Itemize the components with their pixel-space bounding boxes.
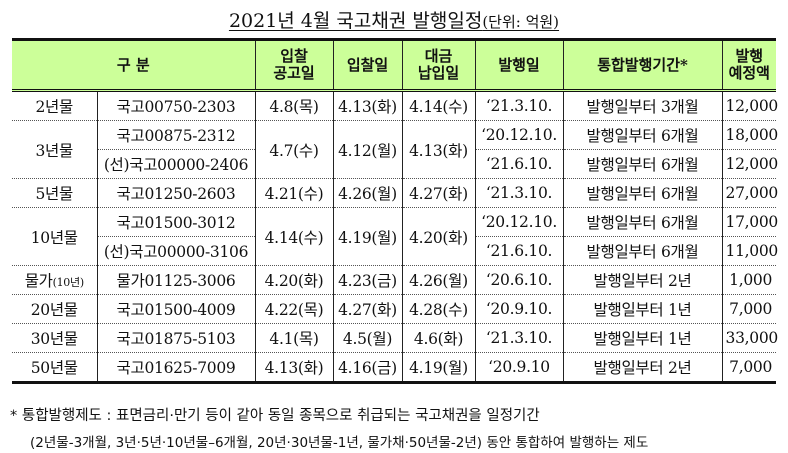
table-row: 20년물 국고01500-4009 4.22(목) 4.27(화) 4.28(수) ‘20… [12, 294, 777, 324]
term-cell: 30년물 [12, 323, 98, 353]
table-row: 3년물 국고00875-2312 4.7(수) 4.12(월) 4.13(화) ‘20.1… [12, 120, 778, 179]
payment-date-cell: 4.13(화) [401, 120, 476, 179]
issue-code-cell: 물가01125-3006 [96, 265, 256, 295]
issue-date-cell: ‘20.9.10 [474, 352, 564, 384]
issue-date-cell: ‘20.12.10. [474, 120, 564, 150]
term-cell: 20년물 [12, 294, 98, 324]
amount-cell: 27,000 [721, 178, 778, 208]
amount-cell: 7,000 [721, 294, 777, 324]
table-row: 5년물 국고01250-2603 4.21(수) 4.26(월) 4.27(화) ‘21.… [12, 178, 778, 208]
table-row: 30년물 국고01875-5103 4.1(목) 4.5(월) 4.6(화) ‘21.3.… [12, 323, 778, 353]
payment-date-cell: 4.20(화) [401, 207, 476, 266]
announce-date-cell: 4.20(화) [254, 265, 334, 295]
table-row: 10년물 국고01500-3012 4.14(수) 4.19(월) 4.20(화) ‘20… [12, 207, 778, 266]
period-cell: 발행일부터 6개월 [562, 120, 723, 150]
issue-date-cell: ‘21.6.10. [474, 236, 564, 266]
bid-date-cell: 4.12(월) [332, 120, 403, 179]
announce-date-cell: 4.8(목) [254, 90, 334, 121]
payment-date-cell: 4.6(화) [401, 323, 476, 353]
header-category: 구 분 [12, 38, 256, 91]
amount-cell: 7,000 [721, 352, 777, 384]
bid-date-cell: 4.23(금) [332, 265, 403, 295]
period-cell: 발행일부터 6개월 [562, 178, 723, 208]
header-issue: 발행일 [474, 38, 564, 91]
announce-date-cell: 4.1(목) [254, 323, 334, 353]
announce-date-cell: 4.22(목) [254, 294, 334, 324]
period-cell: 발행일부터 1년 [562, 294, 723, 324]
bid-date-cell: 4.5(월) [332, 323, 403, 353]
header-period: 통합발행기간* [562, 38, 723, 91]
payment-date-cell: 4.19(월) [401, 352, 476, 384]
issue-code-cell: 국고01250-2603 [96, 178, 256, 208]
issue-date-cell: ‘21.3.10. [474, 323, 564, 353]
table-row: (선)국고00000-3106 ‘21.6.10. 발행일부터 6개월 11,000 [12, 236, 778, 266]
payment-date-cell: 4.26(월) [401, 265, 476, 295]
title-unit: (단위: 억원) [482, 13, 560, 31]
header-amount: 발행 예정액 [721, 38, 777, 91]
amount-cell: 33,000 [721, 323, 778, 353]
payment-date-cell: 4.27(화) [401, 178, 476, 208]
issue-code-cell: 국고01500-3012 [96, 207, 256, 237]
period-cell: 발행일부터 6개월 [562, 236, 723, 266]
issue-date-cell: ‘21.3.10. [474, 90, 564, 121]
header-row: 구 분 입찰 공고일 입찰일 대금 납입일 발행일 통합발행기간* 발행 예정액 [12, 38, 777, 91]
footnote-line-1: * 통합발행제도 : 표면금리·만기 등이 같아 동일 종목으로 취급되는 국고… [10, 408, 540, 424]
footnote-line-2: (2년물-3개월, 3년·5년·10년물–6개월, 20년·30년물-1년, 물… [30, 435, 649, 451]
announce-date-cell: 4.7(수) [254, 120, 334, 179]
issue-code-cell: 국고01625-7009 [96, 352, 256, 384]
bid-date-cell: 4.26(월) [332, 178, 403, 208]
term-cell: 10년물 [12, 207, 98, 266]
bid-date-cell: 4.13(화) [332, 90, 403, 121]
issue-code-cell: 국고00875-2312 [96, 120, 256, 150]
table-body: 2년물 국고00750-2303 4.8(목) 4.13(화) 4.14(수) ‘21.3… [12, 90, 778, 384]
issue-date-cell: ‘21.6.10. [474, 149, 564, 179]
issuance-schedule-table: 구 분 입찰 공고일 입찰일 대금 납입일 발행일 통합발행기간* 발행 예정액 2년… [12, 38, 778, 384]
header-payment: 대금 납입일 [401, 38, 476, 91]
period-cell: 발행일부터 2년 [562, 265, 723, 295]
announce-date-cell: 4.21(수) [254, 178, 334, 208]
bid-date-cell: 4.16(금) [332, 352, 403, 384]
term-cell: 50년물 [12, 352, 98, 384]
bid-date-cell: 4.27(화) [332, 294, 403, 324]
period-cell: 발행일부터 1년 [562, 323, 723, 353]
term-cell: 5년물 [12, 178, 98, 208]
issue-date-cell: ‘21.3.10. [474, 178, 564, 208]
header-bid: 입찰일 [332, 38, 403, 91]
period-cell: 발행일부터 2년 [562, 352, 723, 384]
announce-date-cell: 4.13(화) [254, 352, 334, 384]
issue-date-cell: ‘20.9.10. [474, 294, 564, 324]
amount-cell: 18,000 [721, 120, 778, 150]
issue-code-cell: 국고01875-5103 [96, 323, 256, 353]
payment-date-cell: 4.28(수) [401, 294, 476, 324]
amount-cell: 1,000 [721, 265, 777, 295]
table-row: 50년물 국고01625-7009 4.13(화) 4.16(금) 4.19(월) ‘20… [12, 352, 777, 384]
issue-code-cell: (선)국고00000-2406 [96, 149, 256, 179]
period-cell: 발행일부터 3개월 [562, 90, 723, 121]
page-title: 2021년 4월 국고채권 발행일정(단위: 억원) [0, 6, 788, 33]
amount-cell: 12,000 [721, 149, 778, 179]
amount-cell: 12,000 [721, 90, 778, 121]
issue-code-cell: 국고01500-4009 [96, 294, 256, 324]
term-cell: 3년물 [12, 120, 98, 179]
payment-date-cell: 4.14(수) [401, 90, 476, 121]
amount-cell: 11,000 [721, 236, 778, 266]
table-row: 2년물 국고00750-2303 4.8(목) 4.13(화) 4.14(수) ‘21.3… [12, 90, 778, 121]
issue-date-cell: ‘20.6.10. [474, 265, 564, 295]
period-cell: 발행일부터 6개월 [562, 149, 723, 179]
term-cell: 물가(10년) [12, 265, 98, 295]
header-announce: 입찰 공고일 [254, 38, 334, 91]
table-row: (선)국고00000-2406 ‘21.6.10. 발행일부터 6개월 12,000 [12, 149, 778, 179]
title-main: 2021년 4월 국고채권 발행일정 [228, 10, 483, 32]
issue-code-cell: (선)국고00000-3106 [96, 236, 256, 266]
announce-date-cell: 4.14(수) [254, 207, 334, 266]
period-cell: 발행일부터 6개월 [562, 207, 723, 237]
issue-code-cell: 국고00750-2303 [96, 90, 256, 121]
table-row: 물가(10년) 물가01125-3006 4.20(화) 4.23(금) 4.26(월)… [12, 265, 777, 295]
amount-cell: 17,000 [721, 207, 778, 237]
issue-date-cell: ‘20.12.10. [474, 207, 564, 237]
bid-date-cell: 4.19(월) [332, 207, 403, 266]
term-cell: 2년물 [12, 90, 98, 121]
